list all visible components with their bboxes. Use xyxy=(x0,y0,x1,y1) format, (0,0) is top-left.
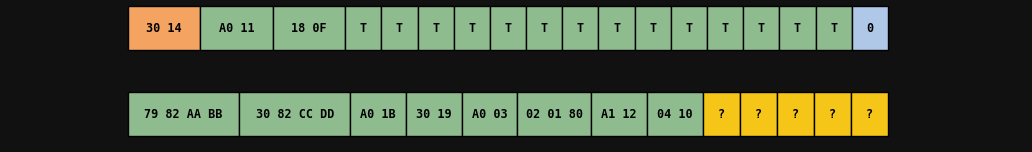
FancyBboxPatch shape xyxy=(345,6,382,50)
FancyBboxPatch shape xyxy=(851,92,888,136)
Text: T: T xyxy=(685,21,692,35)
Text: 30 82 CC DD: 30 82 CC DD xyxy=(256,107,334,121)
Text: 30 14: 30 14 xyxy=(147,21,182,35)
Text: T: T xyxy=(432,21,440,35)
FancyBboxPatch shape xyxy=(200,6,272,50)
FancyBboxPatch shape xyxy=(382,6,418,50)
FancyBboxPatch shape xyxy=(128,6,200,50)
Text: ?: ? xyxy=(792,107,799,121)
Text: 02 01 80: 02 01 80 xyxy=(526,107,583,121)
FancyBboxPatch shape xyxy=(418,6,454,50)
FancyBboxPatch shape xyxy=(128,92,239,136)
FancyBboxPatch shape xyxy=(703,92,740,136)
Text: T: T xyxy=(721,21,729,35)
FancyBboxPatch shape xyxy=(591,92,647,136)
FancyBboxPatch shape xyxy=(406,92,461,136)
Text: 18 0F: 18 0F xyxy=(291,21,327,35)
FancyBboxPatch shape xyxy=(743,6,779,50)
Text: T: T xyxy=(757,21,765,35)
Text: A0 11: A0 11 xyxy=(219,21,254,35)
FancyBboxPatch shape xyxy=(814,92,851,136)
Text: A0 1B: A0 1B xyxy=(360,107,396,121)
FancyBboxPatch shape xyxy=(779,6,815,50)
Text: A1 12: A1 12 xyxy=(602,107,637,121)
Text: T: T xyxy=(541,21,548,35)
FancyBboxPatch shape xyxy=(815,6,851,50)
FancyBboxPatch shape xyxy=(454,6,490,50)
FancyBboxPatch shape xyxy=(526,6,562,50)
Text: 79 82 AA BB: 79 82 AA BB xyxy=(144,107,223,121)
FancyBboxPatch shape xyxy=(239,92,351,136)
FancyBboxPatch shape xyxy=(461,92,517,136)
FancyBboxPatch shape xyxy=(635,6,671,50)
FancyBboxPatch shape xyxy=(562,6,599,50)
Text: T: T xyxy=(794,21,801,35)
FancyBboxPatch shape xyxy=(599,6,635,50)
Text: T: T xyxy=(469,21,476,35)
FancyBboxPatch shape xyxy=(671,6,707,50)
FancyBboxPatch shape xyxy=(777,92,814,136)
Text: A0 03: A0 03 xyxy=(472,107,508,121)
Text: ?: ? xyxy=(829,107,836,121)
Text: T: T xyxy=(505,21,512,35)
Text: T: T xyxy=(360,21,366,35)
FancyBboxPatch shape xyxy=(517,92,591,136)
Text: T: T xyxy=(830,21,837,35)
FancyBboxPatch shape xyxy=(490,6,526,50)
Text: T: T xyxy=(649,21,656,35)
Text: T: T xyxy=(396,21,402,35)
FancyBboxPatch shape xyxy=(707,6,743,50)
Text: 04 10: 04 10 xyxy=(657,107,692,121)
Text: ?: ? xyxy=(717,107,724,121)
FancyBboxPatch shape xyxy=(740,92,777,136)
Text: T: T xyxy=(577,21,584,35)
FancyBboxPatch shape xyxy=(851,6,888,50)
FancyBboxPatch shape xyxy=(647,92,703,136)
Text: ?: ? xyxy=(754,107,762,121)
FancyBboxPatch shape xyxy=(351,92,406,136)
Text: T: T xyxy=(613,21,620,35)
Text: ?: ? xyxy=(866,107,873,121)
Text: 30 19: 30 19 xyxy=(416,107,452,121)
Text: 0: 0 xyxy=(866,21,873,35)
FancyBboxPatch shape xyxy=(272,6,345,50)
